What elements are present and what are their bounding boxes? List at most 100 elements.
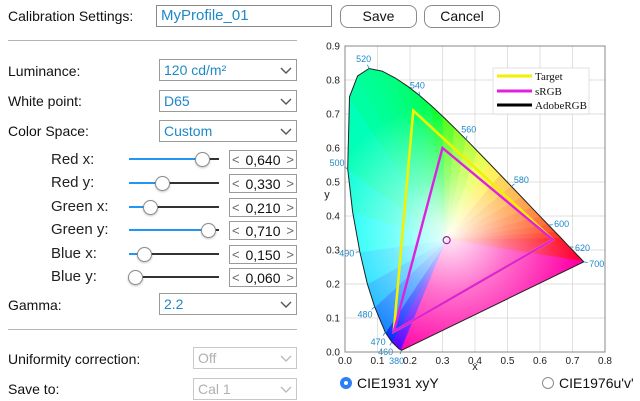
- green-y-label: Green y:: [51, 221, 109, 238]
- x-tick-label: 0.1: [371, 356, 385, 367]
- y-axis-label: y: [324, 189, 330, 201]
- save-button[interactable]: Save: [340, 5, 417, 28]
- red-y-stepper[interactable]: < 0,330 >: [229, 174, 297, 193]
- slider-thumb[interactable]: [142, 200, 158, 215]
- slider-track: [129, 276, 219, 278]
- luminance-select[interactable]: 120 cd/m²: [159, 59, 297, 81]
- slider-fill: [129, 253, 143, 255]
- blue-x-stepper[interactable]: < 0,150 >: [229, 245, 297, 264]
- chevron-down-icon: [280, 355, 292, 362]
- increment-arrow-icon[interactable]: >: [286, 247, 294, 262]
- red-x-label: Red x:: [51, 151, 95, 168]
- x-tick-label: 0.0: [338, 356, 352, 367]
- cie1931-radio[interactable]: [340, 377, 352, 389]
- green-x-stepper[interactable]: < 0,210 >: [229, 198, 297, 217]
- increment-arrow-icon[interactable]: >: [286, 176, 294, 191]
- slider-fill: [129, 206, 149, 208]
- save-to-label: Save to:: [8, 381, 60, 397]
- red-y-slider[interactable]: [129, 176, 219, 191]
- slider-track: [129, 206, 219, 208]
- wavelength-label: 380: [389, 356, 404, 366]
- wavelength-tick: [371, 306, 375, 310]
- slider-thumb[interactable]: [195, 152, 210, 167]
- slider-thumb[interactable]: [155, 176, 171, 191]
- wavelength-label: 540: [410, 80, 425, 90]
- green-y-value: 0,710: [245, 223, 281, 239]
- increment-arrow-icon[interactable]: >: [286, 152, 294, 167]
- wavelength-tick: [367, 64, 370, 69]
- blue-x-label: Blue x:: [51, 245, 97, 262]
- gamma-select[interactable]: 2.2: [159, 293, 297, 315]
- increment-arrow-icon[interactable]: >: [286, 200, 294, 215]
- profile-name-input[interactable]: MyProfile_01: [156, 5, 332, 27]
- red-x-stepper[interactable]: < 0,640 >: [229, 150, 297, 169]
- decrement-arrow-icon[interactable]: <: [232, 200, 240, 215]
- wavelength-label: 500: [330, 158, 345, 168]
- uniformity-select[interactable]: Off: [193, 347, 297, 369]
- red-y-label: Red y:: [51, 174, 95, 191]
- blue-y-slider[interactable]: [127, 270, 219, 285]
- cancel-button[interactable]: Cancel: [424, 5, 500, 28]
- legend-label-srgb: sRGB: [535, 86, 562, 98]
- slider-track: [129, 182, 219, 184]
- color-space-value: Custom: [164, 123, 213, 139]
- axis-ticks: 0.0 0.1 0.2 0.3 0.4 0.5 0.6 0.7 0.8 0.0 0.1 0.2 0.3 0…: [326, 42, 612, 368]
- blue-x-slider[interactable]: [129, 247, 219, 262]
- decrement-arrow-icon[interactable]: <: [232, 176, 240, 191]
- wavelength-tick: [355, 251, 360, 253]
- green-x-value: 0,210: [245, 200, 281, 216]
- gamut-triangle-srgb: [391, 145, 556, 335]
- divider-top: [8, 40, 297, 41]
- plot-border: [344, 45, 606, 353]
- gamma-value: 2.2: [164, 296, 184, 312]
- x-axis-label: x: [472, 361, 478, 373]
- slider-track: [129, 253, 219, 255]
- slider-thumb[interactable]: [201, 223, 217, 238]
- wavelength-label: 700: [589, 259, 604, 269]
- decrement-arrow-icon[interactable]: <: [232, 223, 240, 238]
- green-x-label: Green x:: [51, 198, 109, 215]
- uniformity-value: Off: [198, 350, 217, 366]
- wavelength-label: 620: [575, 243, 590, 253]
- x-tick-label: 0.2: [403, 356, 417, 367]
- divider-bottom: [8, 329, 297, 330]
- slider-thumb[interactable]: [127, 270, 143, 285]
- cie1976-radio[interactable]: [542, 377, 554, 389]
- decrement-arrow-icon[interactable]: <: [232, 270, 240, 285]
- x-tick-label: 0.5: [501, 356, 515, 367]
- x-tick-label: 0.8: [598, 356, 612, 367]
- blue-y-label: Blue y:: [51, 268, 97, 285]
- x-tick-label: 0.6: [533, 356, 547, 367]
- gamma-label: Gamma:: [8, 297, 62, 313]
- slider-thumb[interactable]: [136, 247, 152, 262]
- wavelength-label: 560: [461, 125, 476, 135]
- legend-label-target: Target: [535, 71, 563, 83]
- red-x-value: 0,640: [245, 152, 281, 168]
- wavelength-label: 580: [514, 175, 529, 185]
- save-to-select[interactable]: Cal 1: [193, 378, 297, 400]
- green-x-slider[interactable]: [129, 200, 219, 215]
- increment-arrow-icon[interactable]: >: [286, 223, 294, 238]
- y-tick-label: 0.1: [326, 314, 340, 325]
- white-point-label: White point:: [8, 93, 82, 109]
- slider-fill: [129, 182, 162, 184]
- uniformity-label: Uniformity correction:: [8, 351, 141, 367]
- decrement-arrow-icon[interactable]: <: [232, 152, 240, 167]
- cie-chromaticity-chart: 380460470480490500520540560580600620700 …: [324, 42, 612, 374]
- wavelength-tick: [465, 135, 468, 140]
- wavelength-label: 600: [554, 219, 569, 229]
- wavelength-tick: [548, 224, 553, 226]
- green-y-stepper[interactable]: < 0,710 >: [229, 221, 297, 240]
- red-x-slider[interactable]: [129, 152, 219, 167]
- color-space-label: Color Space:: [8, 123, 89, 139]
- blue-y-value: 0,060: [245, 270, 281, 286]
- decrement-arrow-icon[interactable]: <: [232, 247, 240, 262]
- green-y-slider[interactable]: [129, 223, 219, 238]
- wavelength-tick: [583, 261, 588, 263]
- white-point-select[interactable]: D65: [159, 90, 297, 112]
- blue-y-stepper[interactable]: < 0,060 >: [229, 268, 297, 287]
- chevron-down-icon: [280, 98, 292, 105]
- luminance-value: 120 cd/m²: [164, 62, 227, 78]
- increment-arrow-icon[interactable]: >: [286, 270, 294, 285]
- color-space-select[interactable]: Custom: [159, 120, 297, 142]
